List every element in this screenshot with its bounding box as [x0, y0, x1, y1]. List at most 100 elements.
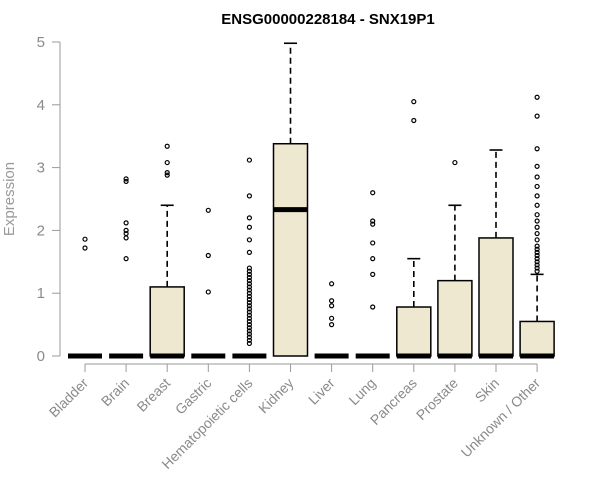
outlier-point	[329, 322, 335, 328]
outlier-point	[246, 318, 252, 325]
box-4	[232, 157, 267, 359]
box-body	[149, 286, 185, 357]
outlier-point	[246, 328, 252, 334]
outlier-point	[534, 265, 540, 271]
outlier-point	[534, 243, 540, 249]
x-tick-label: Breast	[133, 375, 173, 415]
outlier-point	[534, 113, 540, 119]
y-tick-label: 0	[37, 348, 45, 365]
outlier-point	[370, 271, 376, 277]
outlier-point	[246, 331, 252, 337]
x-tick-label: Bladder	[46, 375, 92, 421]
boxes-layer	[68, 42, 555, 359]
outlier-point	[205, 252, 211, 259]
outlier-point	[246, 340, 252, 347]
outlier-point	[82, 236, 88, 242]
outlier-point	[534, 174, 540, 180]
chart-title: ENSG00000228184 - SNX19P1	[221, 11, 434, 28]
outlier-point	[246, 293, 252, 299]
outlier-point	[411, 117, 417, 124]
outlier-point	[329, 298, 335, 304]
outlier-point	[246, 268, 252, 274]
y-tick-label: 4	[37, 97, 45, 114]
outlier-point	[246, 315, 252, 321]
outlier-point	[246, 303, 252, 309]
box-body	[272, 142, 309, 357]
outlier-point	[246, 274, 252, 281]
x-tick-label: Kidney	[255, 375, 297, 417]
outlier-point	[246, 322, 252, 328]
outlier-point	[246, 290, 252, 296]
outlier-point	[205, 289, 211, 295]
outlier-point	[246, 265, 252, 271]
outlier-point	[534, 218, 540, 224]
outlier-point	[452, 159, 458, 166]
box-body	[396, 306, 432, 357]
box-0	[68, 236, 102, 359]
outlier-point	[534, 212, 540, 218]
outlier-point	[82, 245, 88, 251]
outlier-point	[123, 235, 129, 241]
outlier-point	[534, 268, 540, 274]
outlier-point	[246, 278, 252, 284]
outlier-point	[534, 252, 540, 259]
outlier-point	[534, 202, 540, 208]
outlier-point	[370, 190, 376, 196]
outlier-point	[370, 218, 376, 224]
y-tick-label: 1	[37, 285, 45, 302]
outlier-point	[246, 284, 252, 290]
outlier-point	[534, 230, 540, 237]
box-10	[478, 149, 514, 359]
box-11	[519, 94, 555, 359]
x-tick-label: Skin	[472, 375, 503, 406]
outlier-point	[329, 281, 335, 287]
box-6	[314, 281, 349, 359]
outlier-point	[246, 337, 252, 343]
outlier-point	[246, 334, 252, 340]
outlier-point	[246, 309, 252, 315]
y-axis: 0 1 2 3 4 5	[37, 34, 61, 365]
outlier-point	[246, 249, 252, 255]
outlier-point	[411, 99, 417, 105]
outlier-point	[123, 230, 129, 237]
box-5	[272, 42, 309, 357]
outlier-point	[534, 237, 540, 243]
outlier-point	[534, 249, 540, 255]
outlier-point	[123, 176, 129, 182]
outlier-point	[534, 146, 540, 152]
y-tick-label: 2	[37, 222, 45, 239]
box-body	[478, 237, 514, 357]
outlier-point	[246, 300, 252, 306]
outlier-point	[534, 183, 540, 190]
outlier-point	[164, 172, 170, 178]
outlier-point	[123, 220, 129, 226]
box-2	[149, 143, 185, 359]
outlier-point	[246, 296, 252, 303]
box-8	[396, 99, 432, 359]
outlier-point	[246, 237, 252, 243]
box-9	[437, 159, 473, 359]
outlier-point	[534, 224, 540, 230]
outlier-point	[534, 193, 540, 199]
outlier-point	[205, 207, 211, 213]
outlier-point	[534, 163, 540, 169]
outlier-point	[246, 157, 252, 163]
box-1	[109, 176, 144, 359]
outlier-point	[534, 259, 540, 265]
outlier-point	[370, 240, 376, 246]
outlier-point	[246, 224, 252, 230]
outlier-point	[123, 227, 129, 233]
y-tick-label: 3	[37, 160, 45, 177]
outlier-point	[370, 304, 376, 310]
outlier-point	[534, 246, 540, 252]
box-3	[191, 207, 226, 359]
x-tick-label: Lung	[345, 375, 378, 408]
y-tick-label: 5	[37, 34, 45, 51]
x-tick-label: Liver	[305, 375, 338, 408]
outlier-point	[534, 256, 540, 262]
outlier-point	[246, 306, 252, 312]
y-axis-label: Expression	[1, 162, 18, 236]
outlier-point	[329, 315, 335, 321]
outlier-point	[246, 271, 252, 277]
